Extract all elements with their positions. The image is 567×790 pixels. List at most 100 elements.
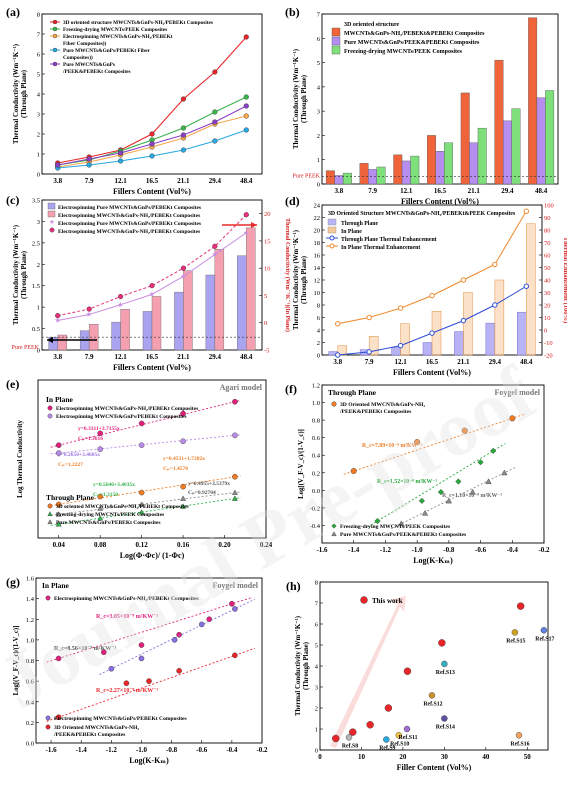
legend: 3D oriented structure MWCNTs&GnPs-NH₂/PEB… (331, 22, 485, 55)
y-axis-label-line: Thermal Conductivity (Wm⁻¹K⁻¹) (293, 230, 300, 330)
legend-entry: /PEEK&PEBEKt Composites (339, 409, 412, 415)
y-tick-label: 0.8 (312, 418, 320, 425)
legend-marker (52, 26, 58, 32)
y2-tick-label: 15 (264, 238, 271, 245)
reference-point (540, 627, 548, 634)
x-tick-label: 0.04 (53, 541, 66, 549)
legend-entry: Electrospinning Pure MWCNTs&GnPs/PEBEKt … (58, 221, 201, 227)
legend-entry: In Plane Thermal Enhancement (341, 245, 420, 251)
data-point (176, 668, 182, 674)
y-tick-label: -0.2 (310, 505, 320, 512)
data-point: ★ (212, 251, 218, 259)
reference-label: Ref.S9 (379, 746, 395, 752)
x-tick-label: -0.6 (196, 746, 208, 754)
legend-marker (45, 715, 51, 721)
y-tick-label: 0.2 (26, 720, 34, 727)
y-tick-label: 6 (315, 622, 319, 629)
legend: Electrospinning Pure MWCNTs&GnPs/PEBEKt … (47, 202, 201, 235)
legend-marker (47, 511, 53, 516)
fit-annotation: Cₚ=1.3150 (93, 492, 118, 498)
reference-point (515, 732, 523, 739)
data-point (117, 158, 124, 164)
data-point (437, 489, 445, 496)
x-axis-label: Filler Content (Vol%) (397, 763, 472, 772)
data-point (86, 156, 92, 162)
bar (151, 296, 162, 351)
data-point (492, 302, 498, 308)
legend-entry: 3D oriented MWCNTs&GnPs-NH₂/PEBEKt Compo… (56, 504, 189, 510)
y-tick-label: 8 (37, 12, 40, 19)
data-point (97, 446, 103, 452)
fit-line (50, 497, 241, 526)
legend-entry: In Plane (341, 229, 362, 235)
data-point (460, 317, 467, 324)
y-tick-label: 1 (37, 152, 40, 159)
y-tick-label: 0.5 (32, 326, 40, 333)
y2-tick-label: 70 (544, 240, 551, 247)
data-point (180, 265, 187, 271)
y-tick-label: 1.6 (26, 576, 35, 583)
data-point: ★ (243, 229, 249, 237)
data-point (138, 642, 145, 648)
x-tick-label: -1.6 (316, 546, 328, 554)
fit-annotation: R_c=1.52×10⁻⁸ m²KW⁻¹ (377, 479, 437, 485)
data-point (97, 515, 104, 521)
bar (368, 336, 379, 356)
data-point (97, 505, 104, 511)
y2-tick-label: 5 (264, 293, 267, 300)
panel-label: (g) (6, 575, 20, 589)
panel-label: (b) (285, 5, 300, 19)
panel-b: (b) Thermal Conductivity (Wm⁻¹K⁻¹)(Throug… (285, 5, 559, 206)
data-point: ★ (149, 291, 155, 299)
data-point: ★ (117, 301, 123, 309)
y-axis-label: Log[(V_F-V_c)/(1-V_c)] (13, 626, 20, 696)
chart-title: Agari model (220, 383, 263, 392)
fit-annotation: R_c=1.10×10⁻⁸ m²KW⁻¹ (442, 493, 502, 499)
legend-marker (329, 235, 335, 241)
y-axis-label-line: (Through Plane) (301, 256, 308, 304)
bar (111, 321, 121, 351)
x-tick-label: -1.4 (348, 546, 360, 554)
x-tick-label: -1.4 (76, 746, 88, 754)
bar (502, 120, 512, 185)
data-point (243, 94, 249, 100)
x-tick-label: -0.6 (475, 546, 487, 554)
y-axis-label: Thermal Conductivity (Wm⁻¹K⁻¹)(Through P… (295, 616, 310, 716)
y-axis-label: Log[(V_F-V_c)/(1-V_c)] (298, 429, 305, 499)
y-tick-label: 8 (317, 303, 320, 310)
x-axis-label: Log(Φ·Φc)/ (1-Φc) (120, 551, 185, 560)
data-point (429, 330, 435, 336)
data-point (55, 313, 61, 319)
x-tick-label: 12.1 (400, 187, 413, 195)
y-tick-label: 5 (315, 643, 318, 650)
panel-a: (a) Thermal Conductivity (Wm⁻¹K⁻¹)(Throug… (6, 5, 263, 196)
y-tick-label: 10 (314, 290, 321, 297)
y-tick-label: 4 (315, 664, 319, 671)
y2-tick-label: 50 (544, 265, 551, 272)
legend: Electrospinning MWCNTs&GnPs-NH₂/PEBEKt C… (47, 405, 198, 526)
data-point (171, 637, 178, 643)
y-tick-label: 2 (37, 132, 40, 139)
y-tick-label: 0.4 (26, 699, 35, 706)
legend-entry: Through Plane (341, 221, 379, 227)
data-point (418, 497, 425, 504)
data-point (421, 509, 429, 516)
legend-marker (49, 227, 55, 233)
fit-annotation: y=0.4531+1.7282x (163, 456, 205, 462)
data-point (86, 306, 92, 312)
legend-entry: Electrospinning MWCNTs&GnPs-NH₂/PEBEKt C… (58, 229, 200, 235)
x-tick-label: 20 (399, 753, 407, 761)
x-tick-label: 0.16 (177, 541, 190, 549)
y-tick-label: 4 (37, 92, 41, 99)
x-tick-label: -0.4 (507, 546, 519, 554)
data-point (212, 138, 218, 144)
y-tick-label: 0.4 (312, 453, 321, 460)
y-tick-label: 0.6 (26, 679, 35, 686)
reference-label: Ref.S16 (510, 741, 529, 747)
data-point (243, 103, 249, 109)
x-tick-label: 0 (318, 753, 322, 761)
data-point (232, 432, 238, 439)
data-point (438, 639, 446, 647)
fit-line (50, 399, 242, 448)
y-axis-label: Thermal Conductivity (Wm⁻¹K⁻¹)(Through P… (13, 225, 28, 325)
